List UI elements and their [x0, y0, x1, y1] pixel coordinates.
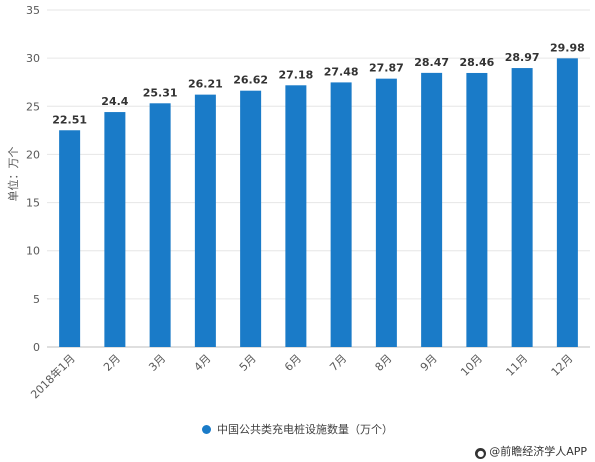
bar	[466, 72, 488, 347]
y-tick-label: 15	[26, 197, 40, 210]
x-tick-label: 6月	[282, 352, 304, 374]
bar	[556, 58, 578, 348]
y-tick-label: 20	[26, 148, 40, 161]
data-label: 27.48	[324, 65, 359, 78]
data-label: 29.98	[550, 41, 585, 54]
bar	[285, 85, 307, 348]
data-label: 26.21	[188, 78, 223, 91]
x-tick-label: 4月	[192, 352, 214, 374]
x-tick-label: 5月	[237, 352, 259, 374]
data-label: 25.31	[143, 86, 178, 99]
circle-logo-icon: ●	[475, 448, 487, 459]
x-tick-label: 7月	[327, 352, 349, 374]
y-tick-label: 10	[26, 245, 40, 258]
data-label: 27.87	[369, 62, 404, 75]
bar	[194, 94, 216, 348]
bar	[59, 130, 81, 347]
data-label: 28.47	[414, 56, 449, 69]
y-tick-label: 35	[26, 4, 40, 17]
data-label: 22.51	[52, 113, 87, 126]
y-axis-label: 单位：万个	[6, 147, 20, 202]
legend: 中国公共类充电桩设施数量（万个）	[0, 421, 595, 437]
bar	[240, 90, 262, 347]
legend-label: 中国公共类充电桩设施数量（万个）	[217, 423, 393, 436]
y-tick-label: 5	[33, 293, 40, 306]
bar	[104, 112, 126, 347]
bars	[59, 58, 578, 348]
x-tick-label: 8月	[373, 352, 395, 374]
bar	[511, 68, 533, 347]
bar	[149, 103, 171, 347]
y-tick-label: 25	[26, 100, 40, 113]
x-tick-label: 11月	[503, 352, 530, 379]
x-tick-label: 3月	[146, 352, 168, 374]
x-tick-label: 2月	[101, 352, 123, 374]
x-tick-label: 10月	[458, 352, 485, 379]
data-label: 24.4	[101, 95, 128, 108]
data-label: 27.18	[278, 68, 313, 81]
data-labels: 22.51 24.4 25.31 26.21 26.62 27.18 27.48 27.87 2…	[52, 41, 585, 126]
bar	[421, 72, 443, 347]
bar	[375, 78, 397, 348]
watermark: ● @前瞻经济学人APP	[475, 443, 587, 459]
legend-swatch	[202, 425, 211, 434]
data-label: 28.97	[505, 51, 540, 64]
x-tick-label: 2018年1月	[28, 351, 78, 401]
y-axis-ticks: 0 5 10 15 20 25 30 35	[26, 4, 40, 354]
bar	[330, 82, 352, 347]
data-label: 28.46	[459, 56, 494, 69]
x-tick-label: 12月	[549, 352, 576, 379]
y-tick-label: 30	[26, 52, 40, 65]
watermark-text: @前瞻经济学人APP	[489, 445, 587, 458]
y-tick-label: 0	[33, 341, 40, 354]
data-label: 26.62	[233, 74, 268, 87]
gridlines	[47, 9, 590, 300]
x-axis-ticks: 2018年1月 2月 3月 4月 5月 6月 7月 8月 9月 10月 11月 12月	[28, 351, 576, 401]
x-tick-label: 9月	[418, 352, 440, 374]
